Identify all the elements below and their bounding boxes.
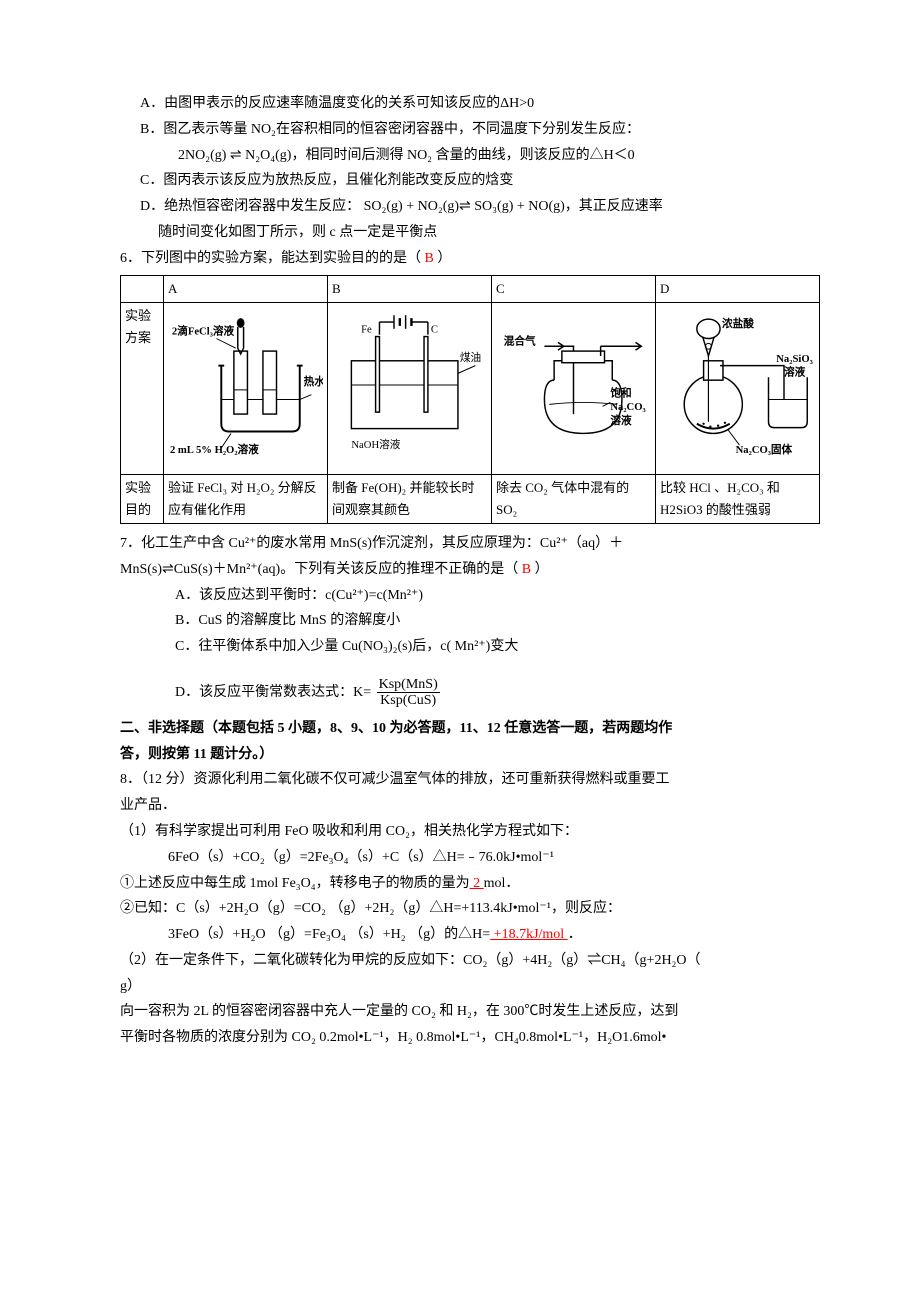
- goal-B: 制备 Fe(OH)₂ 并能较长时间观察其颜色: [328, 474, 492, 523]
- rowhdr-scheme: 实验方案: [121, 302, 164, 474]
- hdr-C: C: [492, 275, 656, 302]
- svg-text:C: C: [431, 324, 438, 335]
- q7-line1: 7．化工生产中含 Cu²⁺的废水常用 MnS(s)作沉淀剂，其反应原理为：Cu²…: [120, 532, 820, 556]
- diagram-C-svg: 混合气 饱和 Na₂CO₃ 溶液: [496, 305, 651, 465]
- q8-sub2a: ②已知：C（s）+2H₂O（g）=CO₂ （g）+2H₂（g）△H=+113.4…: [120, 897, 820, 921]
- q7-answer: B: [522, 562, 531, 577]
- diagram-D-svg: 浓盐酸 Na₂SiO₃ 溶液 Na₂CO₃固体: [660, 305, 815, 465]
- section2-line1: 二、非选择题（本题包括 5 小题，8、9、10 为必答题，11、12 任意选答一…: [120, 717, 820, 741]
- q5-optB-line1: B．图乙表示等量 NO₂在容积相同的恒容密闭容器中，不同温度下分别发生反应：: [140, 118, 820, 142]
- goal-A: 验证 FeCl₃ 对 H₂O₂ 分解反应有催化作用: [164, 474, 328, 523]
- hdr-B: B: [328, 275, 492, 302]
- diagram-B-svg: Fe C 煤油 NaOH溶液: [332, 305, 487, 465]
- q8-p2a: （2）在一定条件下，二氧化碳转化为甲烷的反应如下：CO₂（g）+4H₂（g）⇌C…: [120, 949, 820, 973]
- goal-C: 除去 CO₂ 气体中混有的 SO₂: [492, 474, 656, 523]
- diagram-A: 2滴FeCl₃溶液 热水 2 mL 5% H₂O₂溶液: [164, 302, 328, 474]
- q7-frac-num: Ksp(MnS): [377, 677, 440, 693]
- svg-text:饱和: 饱和: [610, 386, 631, 399]
- svg-text:溶液: 溶液: [784, 365, 806, 378]
- svg-text:2 mL 5% H₂O₂溶液: 2 mL 5% H₂O₂溶液: [170, 442, 259, 455]
- table-goal-row: 实验目的 验证 FeCl₃ 对 H₂O₂ 分解反应有催化作用 制备 Fe(OH)…: [121, 474, 820, 523]
- svg-text:溶液: 溶液: [610, 413, 632, 426]
- q8-stem2: 业产品．: [120, 794, 820, 818]
- svg-text:煤油: 煤油: [460, 350, 481, 363]
- q6-stem: 6．下列图中的实验方案，能达到实验目的的是（ B ）: [120, 247, 820, 271]
- svg-text:浓盐酸: 浓盐酸: [722, 317, 754, 330]
- q8-sub1: ①上述反应中每生成 1mol Fe₃O₄，转移电子的物质的量为 2 mol．: [120, 872, 820, 896]
- q7-line2-post: ）: [531, 562, 549, 577]
- q8-stem1: 8．（12 分）资源化利用二氧化碳不仅可减少温室气体的排放，还可重新获得燃料或重…: [120, 768, 820, 792]
- goal-D: 比较 HCl 、H₂CO₃ 和 H2SiO3 的酸性强弱: [656, 474, 820, 523]
- svg-text:混合气: 混合气: [504, 334, 536, 347]
- svg-text:Na₂CO₃固体: Na₂CO₃固体: [736, 442, 793, 455]
- q7-optC: C．往平衡体系中加入少量 Cu(NO₃)₂(s)后，c( Mn²⁺)变大: [175, 635, 820, 659]
- hdr-A: A: [164, 275, 328, 302]
- q8-sub1-post: mol．: [484, 876, 520, 891]
- q6-stem-post: ）: [434, 251, 452, 266]
- q8-p2d: 平衡时各物质的浓度分别为 CO₂ 0.2mol•L⁻¹，H₂ 0.8mol•L⁻…: [120, 1026, 820, 1050]
- q7-frac-den: Ksp(CuS): [377, 693, 440, 708]
- svg-text:Na₂SiO₃: Na₂SiO₃: [776, 353, 813, 364]
- diagram-D: 浓盐酸 Na₂SiO₃ 溶液 Na₂CO₃固体: [656, 302, 820, 474]
- q6-stem-pre: 6．下列图中的实验方案，能达到实验目的的是（: [120, 251, 425, 266]
- table-diagram-row: 实验方案 2滴FeCl₃溶液 热水: [121, 302, 820, 474]
- q7-fraction: Ksp(MnS)Ksp(CuS): [377, 677, 440, 709]
- q7-optB: B．CuS 的溶解度比 MnS 的溶解度小: [175, 609, 820, 633]
- rowhdr-goal: 实验目的: [121, 474, 164, 523]
- svg-text:Na₂CO₃: Na₂CO₃: [610, 402, 645, 413]
- q8-sub2b-post: ．: [568, 927, 582, 942]
- diagram-C: 混合气 饱和 Na₂CO₃ 溶液: [492, 302, 656, 474]
- q6-answer: B: [425, 251, 434, 266]
- q7-line2: MnS(s)⇌CuS(s)＋Mn²⁺(aq)。下列有关该反应的推理不正确的是（ …: [120, 558, 820, 582]
- q8-sub1-pre: ①上述反应中每生成 1mol Fe₃O₄，转移电子的物质的量为: [120, 876, 470, 891]
- svg-text:2滴FeCl₃溶液: 2滴FeCl₃溶液: [172, 324, 235, 337]
- q7-optA: A．该反应达到平衡时：c(Cu²⁺)=c(Mn²⁺): [175, 584, 820, 608]
- table-header-row: A B C D: [121, 275, 820, 302]
- q8-eq1: 6FeO（s）+CO₂（g）=2Fe₃O₄（s）+C（s）△H=﹣76.0kJ•…: [168, 846, 820, 870]
- q7-optD: D．该反应平衡常数表达式：K= Ksp(MnS)Ksp(CuS): [175, 677, 820, 709]
- q8-sub2b: 3FeO（s）+H₂O （g）=Fe₃O₄ （s）+H₂ （g）的△H= +18…: [168, 923, 820, 947]
- svg-text:热水: 热水: [304, 375, 323, 388]
- q6-table: A B C D 实验方案 2滴FeCl₃溶液: [120, 275, 820, 524]
- hdr-blank: [121, 275, 164, 302]
- q8-sub2b-answer: +18.7kJ/mol: [490, 927, 568, 942]
- q8-sub2b-pre: 3FeO（s）+H₂O （g）=Fe₃O₄ （s）+H₂ （g）的△H=: [168, 927, 490, 942]
- q8-sub1-answer: 2: [470, 876, 484, 891]
- diagram-A-svg: 2滴FeCl₃溶液 热水 2 mL 5% H₂O₂溶液: [168, 305, 323, 465]
- q8-p2c: 向一容积为 2L 的恒容密闭容器中充人一定量的 CO₂ 和 H₂，在 300℃时…: [120, 1000, 820, 1024]
- hdr-D: D: [656, 275, 820, 302]
- svg-text:Fe: Fe: [361, 324, 372, 335]
- q5-optB-line2: 2NO₂(g) ⇌ N₂O₄(g)，相同时间后测得 NO₂ 含量的曲线，则该反应…: [178, 144, 820, 168]
- q7-optD-pre: D．该反应平衡常数表达式：K=: [175, 685, 375, 700]
- q5-optD-line1: D．绝热恒容密闭容器中发生反应： SO₂(g) + NO₂(g)⇌ SO₃(g)…: [140, 195, 820, 219]
- q7-line2-pre: MnS(s)⇌CuS(s)＋Mn²⁺(aq)。下列有关该反应的推理不正确的是（: [120, 562, 522, 577]
- svg-text:NaOH溶液: NaOH溶液: [351, 438, 400, 451]
- section2-line2: 答，则按第 11 题计分。）: [120, 743, 820, 767]
- q8-p2b: g）: [120, 975, 820, 999]
- q5-optD-line2: 随时间变化如图丁所示，则 c 点一定是平衡点: [158, 221, 820, 245]
- q5-optC: C．图丙表示该反应为放热反应，且催化剂能改变反应的焓变: [140, 169, 820, 193]
- diagram-B: Fe C 煤油 NaOH溶液: [328, 302, 492, 474]
- q8-p1: （1）有科学家提出可利用 FeO 吸收和利用 CO₂，相关热化学方程式如下：: [120, 820, 820, 844]
- q5-optA: A．由图甲表示的反应速率随温度变化的关系可知该反应的ΔH>0: [140, 92, 820, 116]
